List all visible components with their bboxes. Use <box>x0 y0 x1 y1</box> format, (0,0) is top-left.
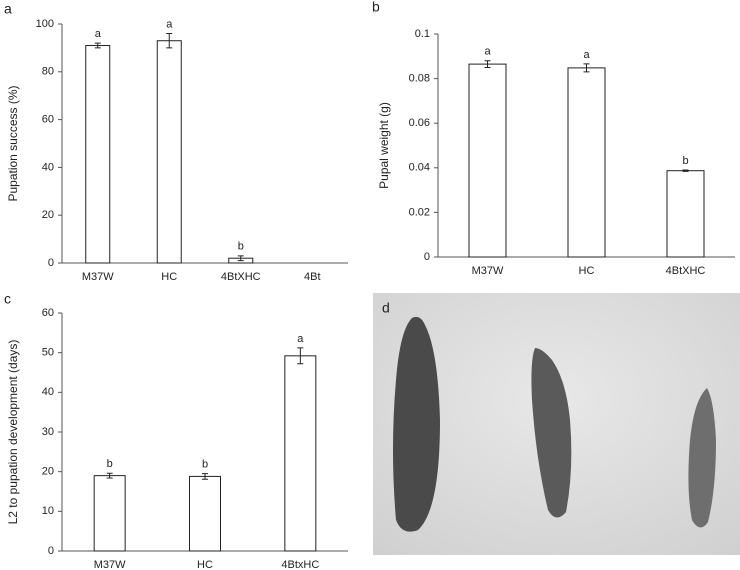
y-tick-label: 20 <box>42 209 54 221</box>
error-bar <box>166 33 173 49</box>
y-axis-label: Pupal weight (g) <box>377 102 391 189</box>
x-tick-label: 4BtXHC <box>666 265 706 277</box>
y-tick-label: 0.08 <box>409 73 430 85</box>
y-tick-label: 10 <box>42 505 54 517</box>
error-bar <box>484 60 491 68</box>
y-tick-label: 40 <box>42 386 54 398</box>
y-tick-label: 0.02 <box>409 206 430 218</box>
x-tick-label: HC <box>579 265 595 277</box>
y-tick-label: 60 <box>42 307 54 319</box>
panel-label: b <box>372 0 380 15</box>
y-tick-label: 100 <box>36 18 54 30</box>
error-bar <box>583 63 590 73</box>
significance-letter: b <box>202 459 208 471</box>
significance-letter: a <box>484 46 491 58</box>
significance-letter: b <box>238 241 244 253</box>
error-bar <box>106 472 113 479</box>
bar <box>666 170 705 258</box>
y-tick-label: 0 <box>424 251 430 263</box>
error-bar <box>682 169 689 172</box>
significance-letter: b <box>107 458 113 470</box>
bar <box>284 355 317 552</box>
bar <box>567 67 606 258</box>
x-tick-label: 4BtxHC <box>281 559 319 570</box>
x-tick-label: HC <box>161 271 177 283</box>
error-bar <box>202 473 208 480</box>
significance-letter: a <box>95 28 102 40</box>
y-tick-label: 0.04 <box>409 162 430 174</box>
y-tick-label: 30 <box>42 426 54 438</box>
bar <box>468 63 507 258</box>
bar <box>156 40 182 264</box>
y-tick-label: 40 <box>42 161 54 173</box>
significance-letter: a <box>583 49 590 61</box>
x-tick-label: HC <box>197 559 213 570</box>
bar <box>85 45 111 264</box>
panel-label: a <box>4 1 12 17</box>
photo: d <box>373 293 740 555</box>
error-bar <box>94 42 101 49</box>
y-tick-label: 60 <box>42 114 54 126</box>
y-axis-label: Pupation success (%) <box>6 85 20 201</box>
y-tick-label: 80 <box>42 66 54 78</box>
x-tick-label: M37W <box>82 271 114 283</box>
pupa <box>393 316 440 532</box>
bar <box>189 475 221 552</box>
y-axis-label: L2 to pupation development (days) <box>6 340 20 525</box>
x-tick-label: 4BtXHC <box>221 271 261 283</box>
pupa <box>531 348 572 518</box>
significance-letter: a <box>297 333 304 345</box>
x-tick-label: 4Bt <box>304 271 321 283</box>
significance-letter: a <box>166 18 173 30</box>
y-tick-label: 0.06 <box>409 117 430 129</box>
y-tick-label: 0.1 <box>415 28 430 40</box>
y-tick-label: 0 <box>48 257 54 269</box>
y-tick-label: 20 <box>42 466 54 478</box>
significance-letter: b <box>682 155 688 167</box>
panel-label: c <box>4 291 11 307</box>
y-tick-label: 0 <box>48 545 54 557</box>
x-tick-label: M37W <box>94 559 126 570</box>
error-bar <box>237 255 244 262</box>
bar <box>93 475 126 552</box>
y-tick-label: 50 <box>42 347 54 359</box>
error-bar <box>297 347 304 365</box>
pupa <box>688 388 716 528</box>
x-tick-label: M37W <box>472 265 504 277</box>
panel-label: d <box>382 300 390 316</box>
